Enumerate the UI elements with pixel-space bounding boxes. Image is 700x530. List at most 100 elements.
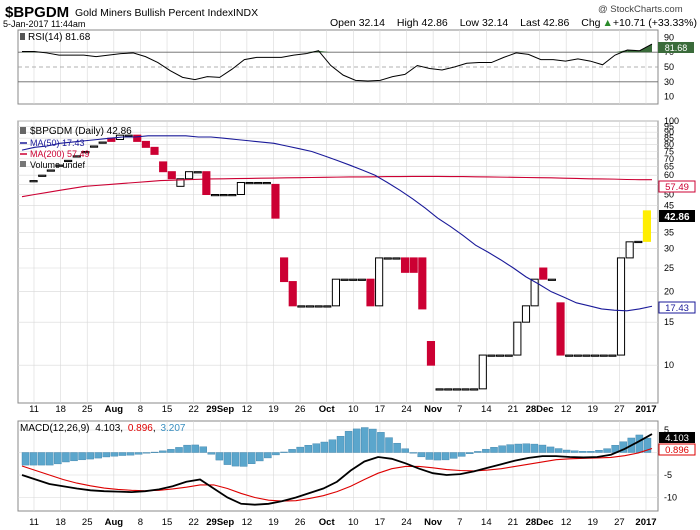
price-candle (159, 161, 168, 173)
macd-histogram-bar (239, 452, 248, 467)
rsi-overbought-fill (318, 50, 331, 53)
macd-histogram-bar (21, 452, 30, 466)
macd-tick-label: -5 (664, 470, 672, 480)
macd-histogram-bar (256, 452, 264, 462)
macd-histogram-bar (466, 452, 474, 454)
x-tick-label: Aug (105, 517, 124, 528)
macd-histogram-bar (635, 434, 644, 453)
price-candle (616, 257, 626, 356)
x-tick-label: 24 (401, 517, 412, 528)
x-tick-label: 27 (614, 404, 625, 415)
price-candle (98, 141, 107, 144)
macd-histogram-bar (304, 445, 312, 453)
price-candle (375, 257, 384, 307)
x-tick-label: Nov (424, 404, 443, 415)
x-tick-label: 12 (242, 404, 253, 415)
price-candle (210, 194, 220, 197)
price-candle (72, 155, 81, 158)
macd-histogram-bar (199, 446, 207, 453)
price-tick-label: 100 (664, 116, 679, 126)
rsi-tick-label: 10 (664, 92, 674, 102)
macd-histogram-bar (142, 452, 151, 454)
price-candle (262, 181, 271, 185)
price-candle (193, 171, 202, 174)
svg-text:4.103: 4.103 (665, 433, 689, 444)
price-candle (245, 181, 254, 185)
price-candle (228, 194, 237, 197)
x-tick-label: 14 (481, 404, 492, 415)
price-candle (513, 321, 522, 356)
price-candle (539, 267, 548, 280)
ma50-line (21, 135, 653, 312)
macd-histogram-bar (280, 451, 288, 453)
svg-text:17.43: 17.43 (665, 303, 689, 314)
x-tick-label: 19 (587, 517, 598, 528)
ma200-line (21, 175, 653, 198)
macd-histogram-bar (320, 441, 329, 453)
macd-histogram-bar (409, 452, 417, 454)
x-tick-label: 19 (268, 404, 279, 415)
macd-histogram-bar (417, 452, 426, 458)
price-candle (46, 169, 55, 172)
x-tick-label: 28Dec (526, 404, 554, 415)
macd-histogram-bar (37, 452, 46, 466)
macd-histogram-bar (175, 447, 183, 453)
price-tick-label: 70 (664, 154, 674, 164)
macd-histogram-bar (369, 428, 377, 453)
x-tick-label: 18 (55, 517, 66, 528)
price-tick-label: 45 (664, 201, 674, 211)
price-legend-main: $BPGDM (Daily) 42.86 (30, 126, 132, 137)
macd-histogram-bar (296, 446, 304, 453)
price-candle (340, 278, 349, 281)
price-candle (642, 210, 651, 242)
price-candle (297, 305, 306, 308)
macd-histogram-bar (506, 444, 514, 453)
rsi-legend-text: RSI(14) 81.68 (28, 32, 91, 43)
ma200-legend: MA(200) 57.49 (30, 149, 90, 159)
macd-histogram-bar (603, 448, 611, 453)
macd-histogram-bar (449, 452, 458, 459)
price-candle (55, 164, 64, 167)
price-candle (599, 354, 608, 357)
macd-histogram-bar (29, 452, 38, 466)
x-tick-label: 10 (348, 404, 359, 415)
x-tick-label: 29Sep (206, 404, 234, 415)
macd-histogram-bar (490, 447, 498, 453)
price-tick-label: 20 (664, 287, 674, 297)
macd-series (21, 427, 653, 506)
price-candle (331, 278, 341, 307)
macd-histogram-bar (377, 432, 385, 453)
x-tick-label: 15 (162, 404, 173, 415)
price-tick-label: 85 (664, 133, 674, 143)
symbol-title: $BPGDM (5, 4, 69, 21)
price-candle (426, 341, 436, 366)
macd-histogram-bar (385, 437, 393, 453)
macd-histogram-bar (70, 452, 78, 462)
macd-histogram-bar (264, 452, 272, 459)
x-tick-label: Oct (319, 404, 336, 415)
price-candle (219, 194, 228, 197)
price-candle (496, 354, 505, 357)
price-candle (573, 354, 582, 357)
price-tick-label: 15 (664, 317, 674, 327)
exchange-name: INDX (233, 7, 258, 19)
rsi-tick-label: 90 (664, 32, 674, 42)
price-candle (38, 174, 47, 177)
macd-histogram-bar (94, 452, 102, 459)
price-candle (634, 240, 643, 244)
x-tick-label: 2017 (635, 404, 656, 415)
price-candle (521, 305, 531, 323)
x-tick-label: 15 (162, 517, 173, 528)
price-candle (323, 305, 332, 308)
price-candle (236, 181, 245, 196)
price-candle (305, 305, 315, 308)
macd-histogram-bar (498, 445, 506, 453)
ma50-last-tag: 17.43 (658, 301, 696, 314)
price-candle (487, 354, 496, 357)
price-candle (383, 257, 392, 260)
x-tick-label: 12 (242, 517, 253, 528)
price-tick-label: 65 (664, 162, 674, 172)
macd-histogram-bar (538, 444, 547, 453)
price-candle (582, 354, 591, 357)
price-candle (565, 354, 574, 357)
